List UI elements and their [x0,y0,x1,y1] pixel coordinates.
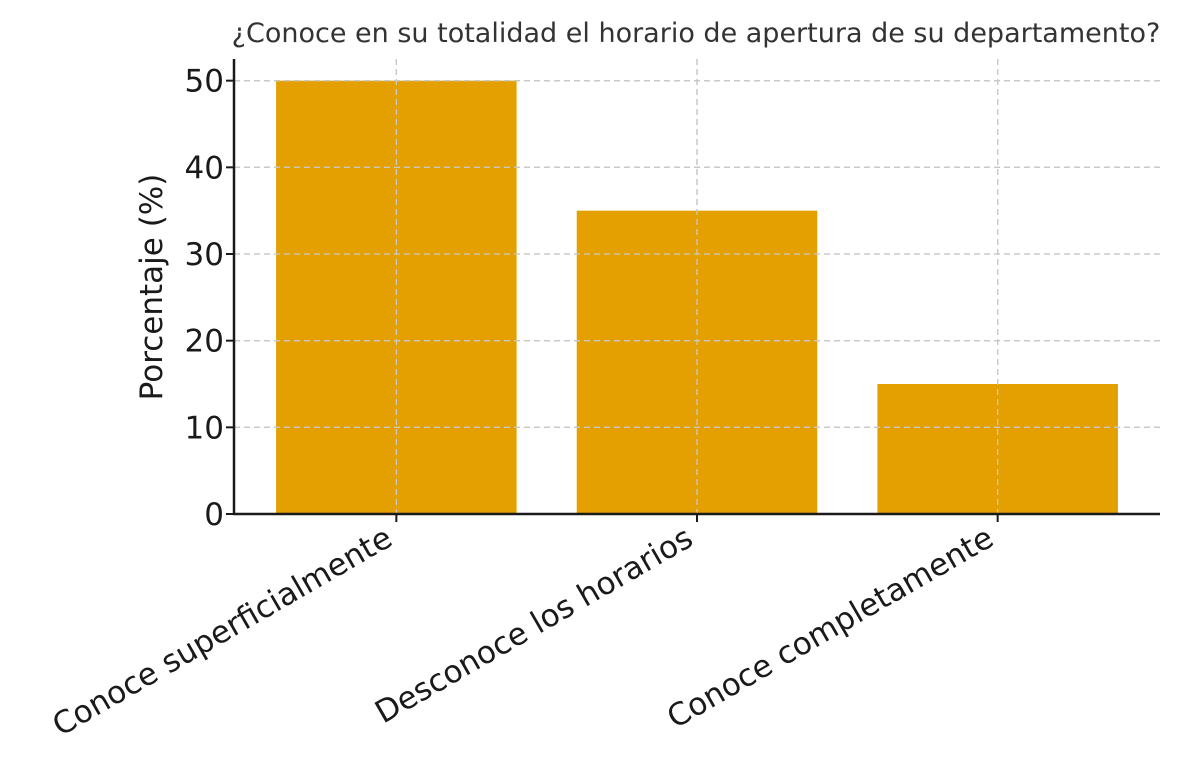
x-tick-label: Conoce completamente [661,520,999,736]
y-tick-label: 20 [185,324,224,360]
y-tick-label: 10 [185,410,224,446]
y-ticks: 0 10 20 30 40 50 [185,64,234,533]
y-tick-label: 50 [185,64,224,100]
y-tick-label: 0 [204,497,224,533]
y-axis-label: Porcentaje (%) [134,174,170,401]
chart-title: ¿Conoce en su totalidad el horario de ap… [232,18,1161,49]
x-tick-label: Conoce superficialmente [47,520,399,744]
y-tick-label: 40 [185,150,224,186]
x-tick-label: Desconoce los horarios [369,520,699,731]
y-tick-label: 30 [185,237,224,273]
